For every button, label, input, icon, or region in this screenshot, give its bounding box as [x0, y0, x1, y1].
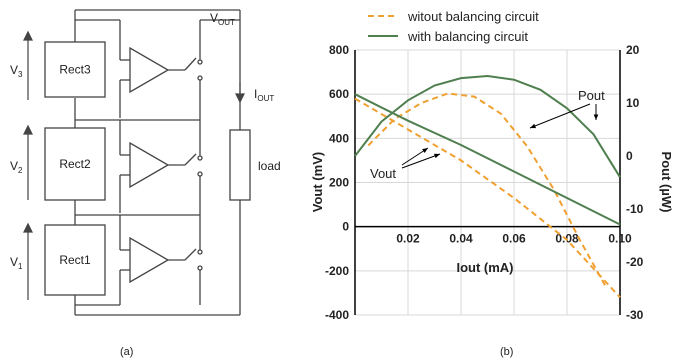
rect-block-label: Rect1 — [59, 253, 91, 267]
switch-blade-icon — [184, 57, 197, 71]
x-tick-label: 0.04 — [449, 232, 473, 246]
stage-1 — [119, 215, 203, 305]
x-axis-label: Iout (mA) — [456, 260, 513, 275]
comparator-triangle-icon — [129, 46, 170, 94]
switch-contact-icon — [197, 75, 203, 81]
y-tick-label: 400 — [329, 131, 349, 145]
caption-a: (a) — [120, 346, 133, 358]
rect-block-box — [44, 127, 106, 201]
caption-b: (b) — [500, 346, 513, 358]
comparator-stages — [119, 20, 203, 305]
switch-contact-icon — [197, 171, 203, 177]
v1-label: V1 — [10, 255, 23, 271]
y-axis-label: Vout (mV) — [310, 152, 325, 212]
voltage-arrows — [23, 30, 33, 300]
rect-block-label: Rect2 — [59, 157, 91, 171]
x-tick-label: 0.02 — [396, 232, 420, 246]
switch-contact-icon — [197, 265, 203, 271]
load-resistor — [229, 129, 251, 201]
rect-block-box — [44, 41, 106, 98]
rectifier-blocks: Rect3 Rect2 Rect1 — [44, 41, 106, 296]
annotation-arrow-icon — [593, 104, 599, 120]
switch-contact-icon — [197, 249, 203, 255]
annotation-arrow-icon — [401, 147, 429, 166]
y-tick-label: -400 — [325, 308, 349, 322]
x-tick-label: 0.08 — [555, 232, 579, 246]
switch-contact-icon — [197, 59, 203, 65]
switch-blade-icon — [184, 153, 197, 166]
vout-label: VOUT — [210, 11, 235, 27]
series-line-with-pout — [354, 74, 621, 178]
v3-arrowhead-icon — [23, 30, 33, 41]
chart-legend: witout balancing circuit with balancing c… — [368, 9, 539, 44]
y-tick-label: 600 — [329, 87, 349, 101]
v2-label: V2 — [10, 159, 23, 175]
annotation-arrow-icon — [401, 153, 441, 169]
rect-block-rect1: Rect1 — [44, 224, 106, 296]
stage-2 — [119, 120, 203, 213]
y2-tick-label: -10 — [626, 202, 644, 216]
annotation-arrow-icon — [529, 103, 591, 129]
chart-panel: -400 -200 0 200 400 600 800 -30 -20 -10 0 10 20 0.02 0… — [310, 9, 674, 322]
rect-block-box — [44, 224, 106, 296]
y2-tick-label: -30 — [626, 308, 644, 322]
x-tick-label: 0.06 — [502, 232, 526, 246]
series-line-without-pout — [367, 92, 608, 289]
chart-annotations: Vout Pout — [370, 88, 605, 181]
y-tick-label: 0 — [342, 220, 349, 234]
y2-tick-label: 10 — [626, 96, 640, 110]
y2-axis-label: Pout (µW) — [659, 152, 674, 213]
iout-arrow-icon — [235, 82, 245, 104]
series-line-without-vout — [354, 97, 621, 298]
y-tick-label: -200 — [325, 264, 349, 278]
y-tick-label: 800 — [329, 43, 349, 57]
v2-arrowhead-icon — [23, 124, 33, 135]
rect-block-label: Rect3 — [59, 63, 91, 77]
circuit-diagram — [74, 9, 241, 316]
y2-tick-label: 0 — [626, 149, 633, 163]
rect-block-rect3: Rect3 — [44, 41, 106, 98]
switch-contact-icon — [197, 155, 203, 161]
v1-arrowhead-icon — [23, 222, 33, 233]
switch-blade-icon — [184, 248, 197, 261]
comparator-triangle-icon — [129, 141, 170, 189]
legend-label: with balancing circuit — [407, 29, 528, 44]
rect-block-rect2: Rect2 — [44, 127, 106, 201]
y2-tick-label: -20 — [626, 255, 644, 269]
annotation-pout: Pout — [578, 88, 605, 103]
x-tick-label: 0.10 — [608, 232, 632, 246]
v3-label: V3 — [10, 63, 23, 79]
comparator-triangle-icon — [129, 236, 170, 284]
y2-tick-label: 20 — [626, 43, 640, 57]
annotation-vout: Vout — [370, 166, 396, 181]
stage-3 — [119, 20, 203, 118]
series-line-with-vout — [354, 93, 621, 226]
iout-label: IOUT — [254, 87, 274, 103]
legend-label: witout balancing circuit — [407, 9, 539, 24]
voltage-labels: V3 V2 V1 — [10, 63, 23, 271]
y-tick-label: 200 — [329, 176, 349, 190]
load-label: load — [258, 159, 281, 173]
